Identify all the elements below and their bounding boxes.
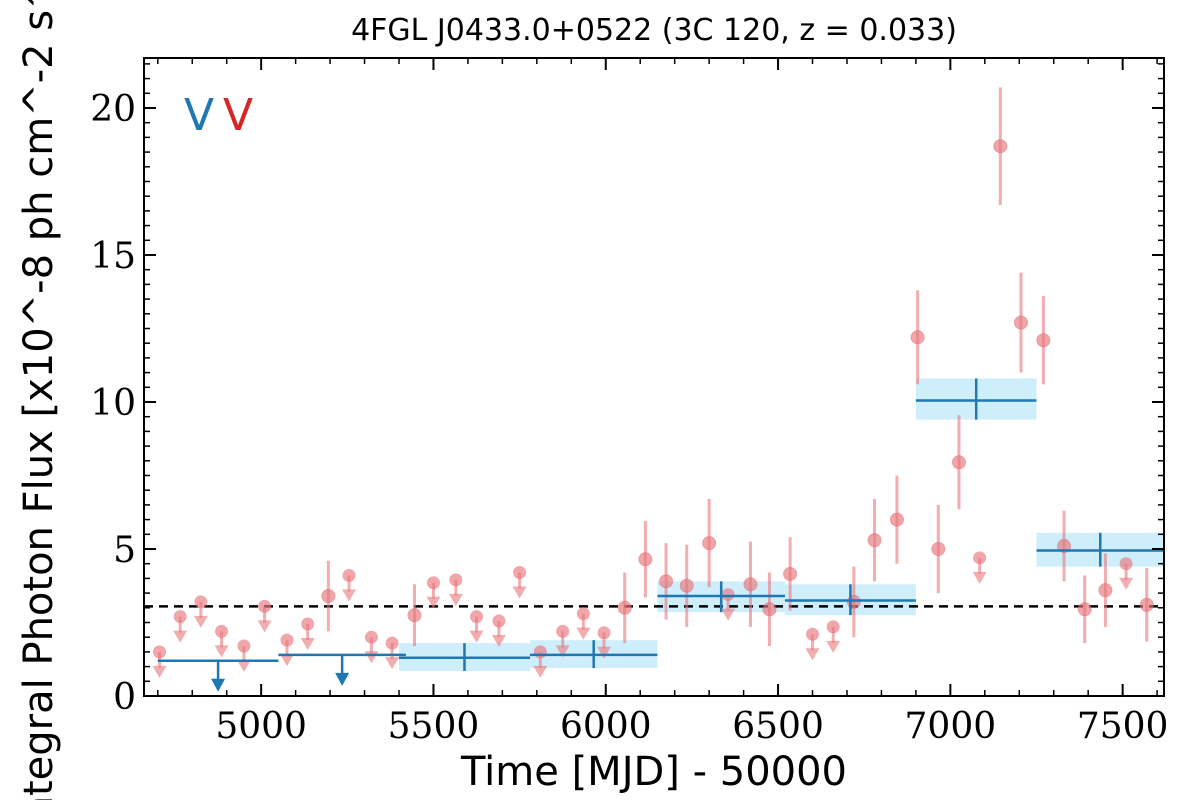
detection-point [1013,315,1028,330]
detection-point [743,577,758,592]
upper-limit-arrow [214,645,229,658]
upper-limit-arrow [512,586,527,599]
x-tick-label: 5000 [215,706,307,747]
x-axis-title: Time [MJD] - 50000 [460,749,847,795]
detection-point [910,330,925,345]
upper-limit-arrow [805,648,820,661]
x-tick-label: 7000 [905,706,997,747]
upper-limit-arrow [972,571,987,584]
x-tick-label: 7500 [1077,706,1169,747]
detection-point [867,533,882,548]
y-tick-label: 5 [113,530,136,571]
upper-limit-point [173,610,187,624]
upper-limit-point [973,551,987,565]
axis-ticks: 5000 5500 6000 6500 7000 7500 0 5 10 15 20 [90,58,1168,747]
upper-limit-point [385,636,399,650]
upper-limit-arrow [426,596,441,609]
upper-limit-arrow [555,645,570,658]
upper-limit-arrow [173,630,188,643]
upper-limit-point [364,630,378,644]
detection-point [638,552,653,567]
upper-limit-arrow [826,640,841,653]
binned-flux-bands [399,378,1164,672]
y-tick-label: 20 [90,89,136,130]
detection-point [1077,602,1092,617]
detection-point [931,541,946,556]
upper-limit-arrow [491,635,506,648]
bin-upper-limit-arrow [211,678,226,692]
upper-limit-arrow [721,608,736,621]
upper-limit-point [576,607,590,621]
upper-limit-arrow [257,620,272,633]
x-tick-label: 6500 [732,706,824,747]
upper-limit-arrow [236,660,251,673]
detection-point [702,536,717,551]
y-tick-label: 0 [113,677,136,718]
x-tick-label: 5500 [388,706,480,747]
upper-limit-arrow [576,627,591,640]
detection-point [1139,597,1154,612]
upper-limit-point [258,599,272,613]
detection-point [321,589,336,604]
upper-limit-arrow [280,654,295,667]
upper-limit-point [513,566,527,580]
upper-limit-arrow [597,646,612,659]
binned-flux-lines [157,378,1164,692]
detection-point [993,139,1008,154]
detection-point [679,578,694,593]
upper-limit-arrow [385,657,400,670]
upper-limit-point [826,620,840,634]
x-tick-label: 6000 [560,706,652,747]
upper-limit-point [721,588,735,602]
upper-limit-point [342,568,356,582]
upper-limit-point [492,614,506,628]
legend-entry-red: V [223,90,253,141]
upper-limit-point [280,633,294,647]
upper-limit-point [301,617,315,631]
upper-limit-arrow [469,630,484,643]
upper-limit-point [806,627,820,641]
detection-point [407,608,422,623]
y-tick-label: 10 [90,383,136,424]
detection-point [783,566,798,581]
detection-point [659,574,674,589]
upper-limit-point [153,645,167,659]
upper-limit-arrow [448,593,463,606]
detection-point [1036,333,1051,348]
upper-limit-point [237,639,251,653]
upper-limit-arrow [193,615,208,628]
y-tick-label: 15 [90,236,136,277]
upper-limit-point [215,624,229,638]
upper-limit-arrow [1119,577,1134,590]
detection-point [762,602,777,617]
upper-limit-point [426,576,440,590]
detection-point [617,600,632,615]
upper-limit-point [194,595,208,609]
chart-title: 4FGL J0433.0+0522 (3C 120, z = 0.033) [351,13,957,48]
bin-upper-limit-arrow [335,672,350,686]
upper-limit-point [449,573,463,587]
legend-entry-blue: V [184,90,214,141]
upper-limit-arrow [300,637,315,650]
upper-limit-arrow [342,589,357,602]
upper-limit-point [533,645,547,659]
detection-points [321,87,1154,647]
detection-point [951,455,966,470]
detection-point [1098,583,1113,598]
upper-limit-point [597,626,611,640]
upper-limit-point [556,624,570,638]
upper-limit-point [1119,557,1133,571]
plot-frame [143,57,1165,697]
y-axis-title: Integral Photon Flux [x10^-8 ph cm^-2 s^… [16,0,62,800]
detection-point [889,512,904,527]
upper-limit-points [152,551,1134,678]
upper-limit-arrow [364,651,379,664]
upper-limit-arrow [533,665,548,678]
upper-limit-arrow [152,665,167,678]
upper-limit-point [470,610,484,624]
